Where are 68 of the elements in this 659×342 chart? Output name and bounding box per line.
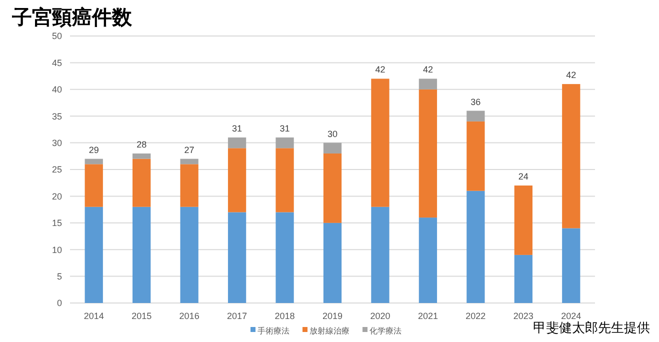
x-tick-label: 2016 [179, 311, 200, 321]
total-label: 27 [184, 144, 194, 155]
bar [84, 206, 103, 303]
total-label: 31 [280, 123, 290, 134]
total-label: 29 [88, 144, 99, 155]
x-tick-label: 2018 [274, 311, 295, 321]
total-label: 36 [470, 96, 481, 107]
total-label: 42 [422, 64, 433, 75]
bar [562, 84, 580, 228]
y-tick-label: 20 [52, 191, 62, 202]
x-tick-label: 2024 [561, 311, 582, 321]
bar [276, 212, 294, 303]
bar [323, 142, 342, 154]
y-tick-label: 5 [56, 271, 62, 282]
bar [228, 137, 246, 148]
bar [418, 78, 438, 90]
y-tick-label: 35 [52, 111, 62, 122]
bar [418, 89, 438, 218]
bar [418, 218, 438, 303]
bar [514, 254, 532, 303]
y-tick-label: 40 [52, 84, 62, 95]
legend-label: 手術療法 [258, 326, 290, 336]
total-label: 42 [375, 64, 386, 75]
total-label: 30 [327, 128, 338, 139]
bar [514, 186, 532, 255]
legend-label: 放射線治療 [310, 326, 350, 336]
y-tick-label: 10 [52, 244, 62, 255]
legend-label: 化学療法 [370, 326, 402, 336]
y-tick-label: 45 [52, 58, 62, 68]
x-tick-label: 2022 [466, 311, 486, 321]
y-tick-label: 25 [52, 164, 62, 175]
total-label: 31 [232, 123, 242, 134]
x-tick-label: 2017 [227, 311, 248, 321]
bar [132, 206, 151, 303]
x-tick-label: 2020 [370, 311, 390, 321]
bar [84, 158, 103, 164]
total-label: 28 [136, 139, 147, 150]
bar [562, 228, 580, 303]
chart-title: 子宮頸癌件数 [11, 6, 133, 29]
bar [132, 158, 151, 207]
bar [466, 121, 485, 191]
x-tick-label: 2023 [513, 311, 534, 321]
bar [323, 153, 342, 223]
bar [132, 153, 151, 159]
y-tick-label: 0 [56, 298, 62, 308]
bar [466, 190, 485, 303]
bar [466, 110, 485, 122]
bar [180, 158, 198, 164]
y-tick-label: 30 [52, 138, 62, 148]
bar [228, 148, 246, 212]
bar [180, 206, 198, 303]
bar [371, 78, 390, 207]
y-tick-label: 50 [52, 31, 62, 42]
total-label: 42 [566, 70, 576, 80]
bar [276, 148, 294, 212]
bar [84, 164, 103, 207]
bar [228, 212, 246, 303]
bar [323, 222, 342, 303]
x-tick-label: 2021 [418, 311, 438, 321]
x-tick-label: 2014 [84, 311, 104, 321]
bar [276, 137, 294, 148]
bar [371, 206, 390, 303]
x-tick-label: 2019 [322, 311, 343, 321]
text: 甲斐健太郎先生提供 [533, 320, 650, 335]
y-tick-label: 15 [52, 218, 62, 228]
x-tick-label: 2015 [132, 311, 152, 321]
total-label: 24 [518, 172, 528, 182]
bar [180, 164, 198, 207]
